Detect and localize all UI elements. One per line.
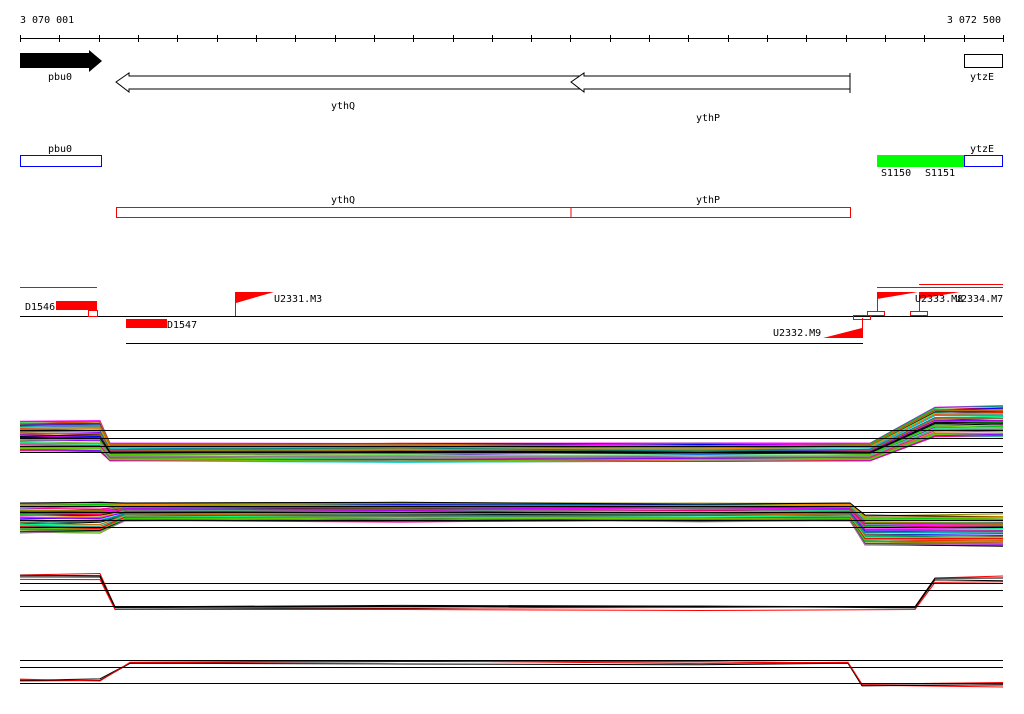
segment-label-s1151: S1151 [925, 168, 955, 179]
profile-line [19, 512, 1004, 537]
transcript-ythQ-ythP[interactable] [116, 207, 851, 218]
profile-line [19, 412, 1004, 450]
expression-profiles [19, 405, 1004, 688]
feature-u2333[interactable] [877, 292, 918, 299]
transcript-pbu0[interactable] [20, 155, 102, 167]
ruler-start-label: 3 070 001 [20, 15, 74, 26]
profile-line [19, 515, 1004, 540]
feature-label-u2334: U2334.M7 [955, 294, 1003, 305]
profile-line [19, 660, 1004, 685]
transcript-ytzE[interactable] [964, 155, 1003, 167]
gene-ytzE-box[interactable] [964, 54, 1003, 68]
profile-line [19, 505, 1004, 524]
transcript-label-ytzE: ytzE [970, 144, 994, 155]
profile-line [19, 408, 1004, 448]
segment-label-s1150: S1150 [881, 168, 911, 179]
feature-u2334[interactable] [919, 292, 960, 299]
gene-label-ythP: ythP [696, 113, 720, 124]
feature-d1546[interactable] [56, 301, 97, 310]
feature-label-u2331: U2331.M3 [274, 294, 322, 305]
profile-line [19, 405, 1004, 444]
profile-line [19, 407, 1004, 446]
profile-line [19, 409, 1004, 447]
profile-line [19, 411, 1004, 448]
profile-line [19, 410, 1004, 449]
profile-line [19, 417, 1004, 452]
feature-u2331[interactable] [236, 292, 274, 303]
feature-u2332[interactable] [823, 328, 862, 338]
segment-green[interactable] [877, 155, 964, 167]
transcript-label-ythQ: ythQ [331, 195, 355, 206]
gene-label-ytzE: ytzE [970, 72, 994, 83]
transcript-label-pbu0: pbu0 [48, 144, 72, 155]
ruler-end-label: 3 072 500 [947, 15, 1001, 26]
feature-label-u2332: U2332.M9 [773, 328, 821, 339]
profile-line [19, 578, 1004, 611]
profile-line [19, 409, 1004, 448]
gene-ythP-arrow[interactable] [570, 72, 851, 94]
profile-line [19, 411, 1004, 448]
profile-line [19, 411, 1004, 447]
profile-line [19, 412, 1004, 448]
feature-d1547[interactable] [126, 319, 167, 328]
gene-label-pbu0: pbu0 [48, 72, 72, 83]
gene-label-ythQ: ythQ [331, 101, 355, 112]
transcript-label-ythP: ythP [696, 195, 720, 206]
profile-line [19, 410, 1004, 448]
feature-label-d1547: D1547 [167, 320, 197, 331]
gene-pbu0-arrow[interactable] [20, 50, 102, 72]
profile-line [19, 576, 1004, 610]
profile-line [19, 574, 1004, 608]
profile-line [19, 409, 1004, 446]
feature-label-d1546: D1546 [25, 302, 55, 313]
profile-line [19, 428, 1004, 458]
profile-line [19, 501, 1004, 518]
feature-label-u2333: U2333.M8 [915, 294, 963, 305]
ruler-axis [20, 35, 1004, 42]
profile-line [19, 409, 1004, 446]
profile-line [19, 508, 1004, 528]
